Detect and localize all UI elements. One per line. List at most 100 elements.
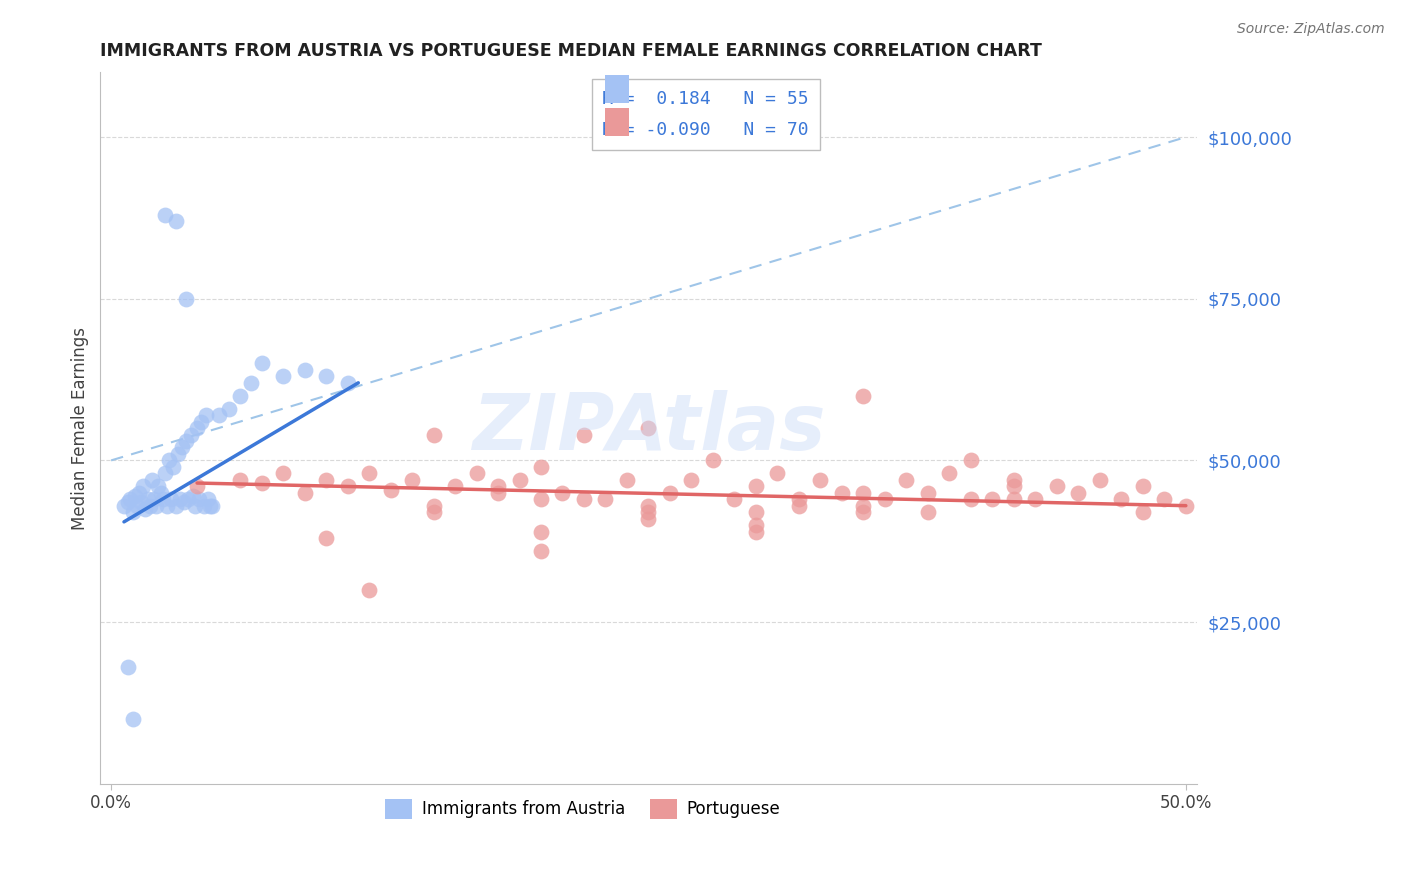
Point xyxy=(896,473,918,487)
Y-axis label: Median Female Earnings: Median Female Earnings xyxy=(72,326,89,530)
Text: IMMIGRANTS FROM AUSTRIA VS PORTUGUESE MEDIAN FEMALE EARNINGS CORRELATION CHART: IMMIGRANTS FROM AUSTRIA VS PORTUGUESE ME… xyxy=(100,42,1042,60)
Point xyxy=(157,453,180,467)
Point xyxy=(917,485,939,500)
Point xyxy=(132,479,155,493)
Point xyxy=(250,356,273,370)
Point xyxy=(197,492,219,507)
Point xyxy=(315,531,337,545)
Point xyxy=(637,511,659,525)
Point xyxy=(745,518,768,533)
Point xyxy=(1132,479,1154,493)
Point xyxy=(508,473,530,487)
Point xyxy=(120,492,142,507)
Point xyxy=(1002,492,1025,507)
Point xyxy=(530,524,553,539)
Point xyxy=(125,499,148,513)
Point xyxy=(1002,479,1025,493)
Point xyxy=(124,489,146,503)
Point xyxy=(173,495,195,509)
Point xyxy=(745,524,768,539)
Point xyxy=(149,485,172,500)
Point xyxy=(723,492,745,507)
Point xyxy=(184,499,207,513)
Point xyxy=(551,485,574,500)
Point xyxy=(960,492,983,507)
Point xyxy=(486,485,509,500)
Point xyxy=(745,505,768,519)
Point xyxy=(766,467,789,481)
Point xyxy=(166,447,188,461)
Point xyxy=(207,408,229,422)
Point xyxy=(170,441,193,455)
Point xyxy=(186,479,208,493)
FancyBboxPatch shape xyxy=(605,108,630,136)
Point xyxy=(271,467,294,481)
Point xyxy=(139,499,162,513)
FancyBboxPatch shape xyxy=(605,75,630,103)
Point xyxy=(852,485,875,500)
Point xyxy=(188,492,211,507)
Point xyxy=(422,499,444,513)
Point xyxy=(121,505,143,519)
Text: Source: ZipAtlas.com: Source: ZipAtlas.com xyxy=(1237,22,1385,37)
Point xyxy=(681,473,703,487)
Point xyxy=(141,473,163,487)
Point xyxy=(595,492,617,507)
Point xyxy=(401,473,423,487)
Point xyxy=(1067,485,1090,500)
Point xyxy=(194,408,217,422)
Point xyxy=(380,483,402,497)
Point xyxy=(169,492,191,507)
Point xyxy=(112,499,135,513)
Point xyxy=(1132,505,1154,519)
Point xyxy=(530,459,553,474)
Point xyxy=(156,499,179,513)
Point xyxy=(465,467,488,481)
Point xyxy=(572,427,595,442)
Point xyxy=(190,415,212,429)
Point xyxy=(181,489,204,503)
Point xyxy=(422,427,444,442)
Point xyxy=(745,479,768,493)
Point xyxy=(162,459,184,474)
Point xyxy=(1024,492,1046,507)
Point xyxy=(702,453,724,467)
Point xyxy=(128,485,150,500)
Point xyxy=(186,421,208,435)
Point xyxy=(271,369,294,384)
Point xyxy=(152,492,174,507)
Point xyxy=(530,492,553,507)
Point xyxy=(201,499,224,513)
Point xyxy=(315,473,337,487)
Point xyxy=(250,476,273,491)
Point xyxy=(148,479,170,493)
Point xyxy=(852,389,875,403)
Point xyxy=(938,467,960,481)
Point xyxy=(1046,479,1069,493)
Point xyxy=(917,505,939,519)
Point xyxy=(145,499,167,513)
Text: R =  0.184   N = 55
R = -0.090   N = 70: R = 0.184 N = 55 R = -0.090 N = 70 xyxy=(602,90,808,139)
Point xyxy=(336,376,359,390)
Point xyxy=(315,369,337,384)
Point xyxy=(129,495,152,509)
Point xyxy=(117,660,139,674)
Point xyxy=(117,495,139,509)
Point xyxy=(294,485,316,500)
Point xyxy=(659,485,682,500)
Point xyxy=(160,492,183,507)
Point xyxy=(1111,492,1133,507)
Point xyxy=(852,499,875,513)
Text: ZIPAtlas: ZIPAtlas xyxy=(472,390,825,467)
Point xyxy=(530,544,553,558)
Point xyxy=(422,505,444,519)
Point xyxy=(134,502,156,516)
Point xyxy=(1153,492,1175,507)
Point xyxy=(637,421,659,435)
Point xyxy=(810,473,832,487)
Point xyxy=(229,389,252,403)
Point xyxy=(153,208,176,222)
Point xyxy=(176,292,198,306)
Point xyxy=(239,376,262,390)
Point xyxy=(1174,499,1197,513)
